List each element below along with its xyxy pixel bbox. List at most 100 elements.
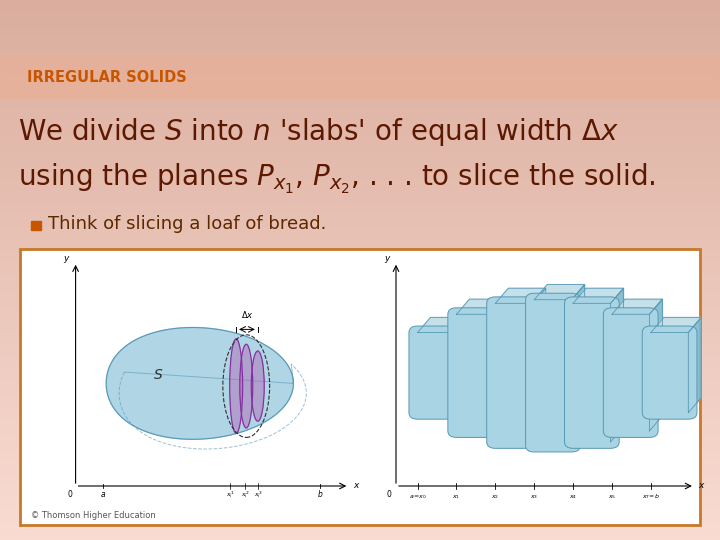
Bar [0,130,720,131]
Bar [0,471,720,474]
FancyBboxPatch shape [409,326,464,419]
Ellipse shape [240,345,253,428]
Bar [0,198,720,200]
Bar [0,201,720,204]
Bar [0,479,720,481]
Text: We divide $S$ into $n$ 'slabs' of equal width $\Delta x$: We divide $S$ into $n$ 'slabs' of equal … [18,116,618,148]
Text: $S$: $S$ [153,368,163,382]
Bar [0,0,720,2]
Bar [0,85,720,86]
Text: $0$: $0$ [386,488,392,499]
Bar [0,464,720,466]
Bar [0,178,720,180]
Text: $y$: $y$ [384,254,391,265]
Bar [0,234,720,236]
Bar [0,22,720,23]
Bar [0,302,720,304]
Bar [0,140,720,142]
Bar [0,356,720,358]
Polygon shape [649,299,662,431]
Bar [0,261,720,263]
FancyBboxPatch shape [603,308,658,437]
Bar [0,146,720,147]
Bar [0,491,720,493]
Bar [0,374,720,376]
Bar [31,221,41,230]
Bar [0,27,720,29]
Text: $a$: $a$ [100,490,106,499]
Bar [0,216,720,218]
Bar [0,185,720,187]
Bar [0,319,720,320]
Bar [0,441,720,443]
Bar [0,326,720,328]
Bar [0,39,720,42]
Bar [0,420,720,421]
Bar [0,533,720,535]
Bar [0,520,720,522]
Bar [0,436,720,437]
Bar [0,77,720,79]
Bar [0,282,720,285]
Bar [0,531,720,533]
Text: $\Delta x$: $\Delta x$ [240,309,253,320]
Bar [0,463,720,464]
Bar [0,488,720,490]
Bar [0,50,720,52]
Bar [0,153,720,155]
Bar [0,331,720,333]
Bar [0,5,720,7]
Bar [0,166,720,167]
Bar [0,484,720,486]
Bar [0,322,720,324]
Bar [0,250,720,252]
Bar [0,45,720,47]
Polygon shape [611,288,624,442]
Bar [0,417,720,420]
Bar [0,400,720,401]
Polygon shape [418,318,468,333]
Bar [0,32,720,34]
Bar [0,482,720,484]
FancyBboxPatch shape [564,297,619,448]
Bar [0,34,720,36]
Bar [0,315,720,317]
Bar [0,529,720,531]
Bar [0,502,720,504]
Bar [0,286,720,288]
Bar [0,425,720,427]
Bar [0,155,720,157]
Bar [0,196,720,198]
Bar [0,173,720,174]
Bar [0,119,720,120]
Bar [0,432,720,434]
Bar [0,403,720,405]
Bar [0,193,720,194]
Text: © Thomson Higher Education: © Thomson Higher Education [31,511,156,519]
Bar [0,349,720,351]
Bar [0,207,720,209]
Bar [0,227,720,228]
Bar [0,151,720,153]
Bar [0,54,720,56]
Bar [0,498,720,501]
Bar [0,340,720,342]
Bar [0,363,720,366]
Bar [0,339,720,340]
Bar [0,518,720,520]
Bar [0,412,720,414]
Bar [0,353,720,355]
Text: $x_4$: $x_4$ [569,493,577,501]
Bar [0,86,720,88]
Bar [0,506,720,508]
Bar [0,63,720,65]
Bar [0,281,720,282]
Bar [0,382,720,383]
Bar [0,96,720,97]
Bar [0,110,720,112]
Text: $0$: $0$ [67,488,73,499]
Bar [0,18,720,20]
Bar [0,535,720,536]
Bar [0,184,720,185]
Bar [0,182,720,184]
